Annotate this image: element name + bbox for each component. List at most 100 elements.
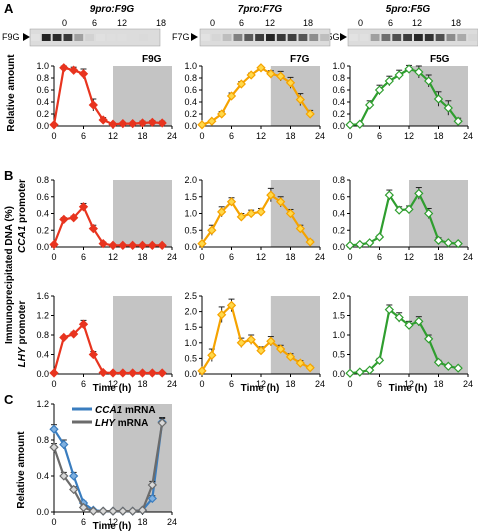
data-point-marker (59, 63, 69, 73)
y-tick-label: 0.0 (332, 121, 345, 131)
x-label-panel-c: Time (h) (93, 521, 132, 532)
data-point-marker (147, 117, 157, 128)
dark-period-shade (113, 296, 172, 374)
data-point-marker (98, 506, 108, 516)
data-point-marker (365, 100, 375, 110)
data-point-marker (266, 336, 276, 346)
x-tick-label: 6 (229, 252, 234, 262)
blot-band (392, 34, 402, 41)
data-point-marker (374, 355, 385, 365)
panel-letter-a: A (4, 1, 14, 16)
x-tick-label: 12 (108, 131, 118, 141)
data-point-marker (49, 368, 59, 378)
data-point-marker (217, 207, 227, 217)
box-label-f5g: F5G (430, 54, 450, 65)
data-point-marker (256, 63, 266, 73)
data-point-marker (59, 439, 69, 450)
chart-b-lhy-f5g: 0.0 0.5 1.0 1.5 2.0 0 6 12 18 24 (332, 291, 473, 389)
blot-background (199, 28, 331, 47)
data-point-marker (128, 118, 138, 129)
data-point-marker (276, 344, 286, 354)
chart-b-cca1-f7g: 0.0 0.5 1.0 1.5 2.0 0 6 12 18 24 (184, 175, 325, 262)
x-tick-label: 0 (199, 379, 204, 389)
data-point-marker (443, 361, 453, 371)
blot-band (403, 34, 412, 41)
x-tick-label: 6 (377, 131, 382, 141)
x-tick-label: 24 (167, 131, 177, 141)
y-tick-label: 0.8 (184, 73, 197, 83)
data-point-marker (276, 71, 286, 81)
data-point-marker (414, 188, 424, 199)
x-tick-label: 12 (256, 252, 266, 262)
blot-band (255, 34, 264, 41)
blot-band (370, 34, 380, 41)
box-label-f7g: F7G (290, 54, 310, 65)
y-label-lhy-promoter: LHY promoter (17, 301, 28, 368)
y-tick-label: 0.6 (332, 85, 345, 95)
x-tick-label: 6 (229, 379, 234, 389)
blot-tick: 18 (451, 18, 461, 28)
blot-label-f7g: F7G (172, 32, 190, 42)
x-tick-label: 18 (137, 517, 147, 527)
blot-band (74, 34, 84, 41)
x-tick-label: 12 (404, 252, 414, 262)
data-point-marker (355, 119, 365, 129)
chart-b-lhy-f7g: 0.0 0.5 1.0 1.5 2.0 2.5 0 6 12 18 24 (184, 291, 325, 389)
blot-ticks-f5g: 0 6 12 18 (358, 18, 461, 28)
genotype-title-f7g: 7pro:F7G (238, 4, 283, 15)
data-point-marker (384, 305, 394, 315)
blot-band (233, 34, 243, 41)
data-point-marker (404, 320, 414, 330)
blot-band (244, 34, 254, 41)
legend-panel-c: CCA1 mRNA LHY mRNA (72, 405, 156, 429)
y-tick-label: 0.4 (36, 471, 49, 481)
blot-ticks-f7g: 0 6 12 18 (210, 18, 313, 28)
y-tick-label: 0.0 (184, 242, 197, 252)
x-tick-label: 18 (433, 379, 443, 389)
blot-tick: 12 (117, 18, 127, 28)
y-tick-label: 2.5 (184, 291, 197, 301)
y-tick-label: 1.0 (36, 61, 49, 71)
data-point-marker (345, 120, 355, 130)
data-point-marker (197, 120, 207, 130)
y-tick-label: 0.4 (36, 97, 49, 107)
data-point-marker (217, 109, 227, 119)
data-point-marker (345, 368, 355, 378)
data-point-marker (207, 225, 217, 235)
x-tick-label: 0 (347, 252, 352, 262)
data-point-marker (49, 120, 59, 130)
data-point-marker (78, 319, 89, 329)
y-tick-label: 1.0 (332, 330, 345, 340)
y-tick-label: 0.8 (36, 330, 49, 340)
y-tick-label: 0.6 (332, 192, 345, 202)
data-point-marker (118, 118, 128, 129)
blot-tick: 0 (358, 18, 363, 28)
blot-background (29, 28, 161, 47)
data-point-marker (384, 190, 394, 200)
data-point-marker (59, 332, 69, 343)
blot-tick: 12 (265, 18, 275, 28)
blot-band (31, 34, 40, 41)
data-point-marker (443, 103, 453, 113)
data-point-marker (433, 235, 444, 245)
blot-tick: 18 (303, 18, 313, 28)
y-tick-label: 1.0 (332, 61, 345, 71)
data-point-marker (394, 312, 404, 323)
data-point-marker (355, 239, 365, 250)
blot-band (96, 34, 105, 41)
blot-band (424, 34, 434, 41)
blot-tick: 0 (62, 18, 67, 28)
data-point-marker (49, 424, 59, 434)
x-tick-label: 6 (377, 252, 382, 262)
data-point-marker (49, 239, 59, 250)
data-point-marker (147, 480, 157, 490)
data-point-marker (69, 484, 79, 495)
data-point-marker (453, 363, 463, 373)
x-tick-label: 0 (347, 379, 352, 389)
y-tick-label: 0.2 (36, 225, 49, 235)
blot-arrow-icon (191, 33, 198, 41)
data-point-marker (295, 223, 305, 234)
data-point-marker (98, 367, 108, 378)
x-tick-label: 24 (315, 379, 325, 389)
data-point-marker (365, 365, 375, 375)
